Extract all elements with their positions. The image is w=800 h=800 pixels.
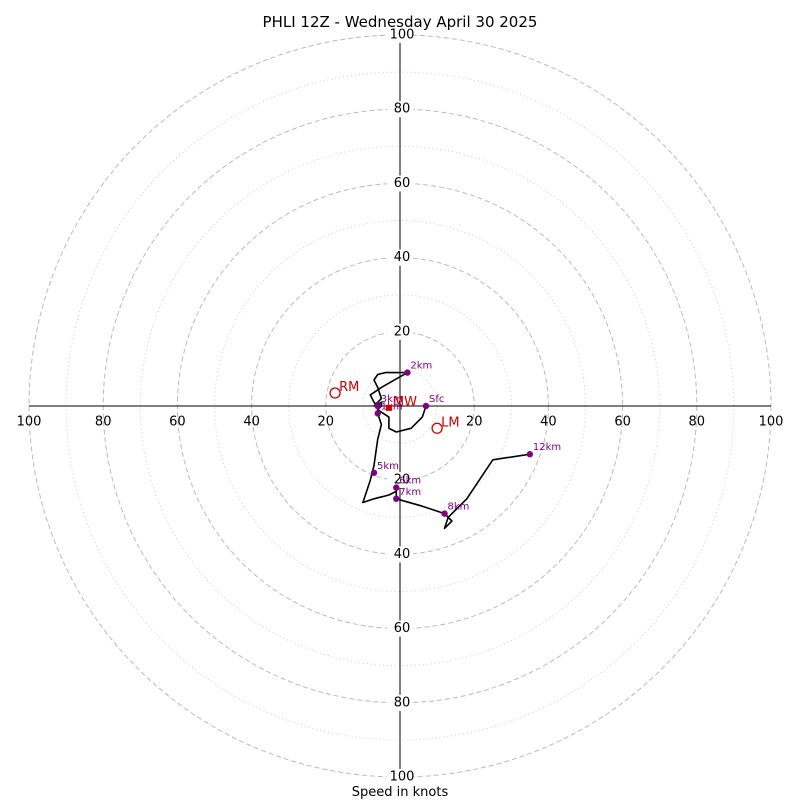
tick-label-bottom-80: 80: [394, 695, 411, 710]
height-markers: Sfc2km3km1km5km6km7km8km12km: [370, 361, 561, 517]
tick-label-right-20: 20: [466, 415, 483, 430]
motion-marker-MW: [385, 404, 392, 411]
tick-bg: [387, 175, 413, 192]
height-label-3km: 3km: [381, 394, 403, 405]
tick-label-right-60: 60: [614, 415, 631, 430]
tick-bg: [387, 249, 413, 266]
tick-bg: [387, 546, 413, 563]
height-marker-8km: [441, 510, 448, 517]
tick-bg: [387, 472, 413, 489]
tick-label-right-40: 40: [540, 415, 557, 430]
height-label-Sfc: Sfc: [429, 394, 444, 405]
height-marker-1km: [374, 410, 381, 417]
tick-label-top-60: 60: [394, 176, 411, 191]
height-label-8km: 8km: [448, 502, 470, 513]
height-label-5km: 5km: [377, 461, 399, 472]
tick-label-left-60: 60: [169, 415, 186, 430]
tick-bg: [387, 101, 413, 118]
tick-bg: [387, 620, 413, 637]
tick-label-bottom-40: 40: [394, 547, 411, 562]
tick-label-left-80: 80: [95, 415, 112, 430]
height-marker-2km: [404, 369, 411, 376]
tick-label-left-40: 40: [243, 415, 260, 430]
height-label-7km: 7km: [399, 487, 421, 498]
tick-label-left-100: 100: [17, 415, 42, 430]
tick-label-top-100: 100: [390, 28, 415, 43]
height-label-12km: 12km: [533, 442, 561, 453]
tick-bg: [387, 27, 413, 43]
tick-labels: 20 40 60 80 100 20 40 60 80 100 20 40 60 80 100 20 40 60 8…: [17, 27, 784, 785]
motion-label-RM: RM: [339, 380, 359, 395]
tick-bg: [387, 694, 413, 711]
tick-bg: [387, 323, 413, 340]
tick-bg: [387, 769, 413, 785]
height-label-2km: 2km: [410, 361, 432, 372]
height-label-6km: 6km: [399, 476, 421, 487]
height-marker-3km: [374, 402, 381, 410]
height-marker-Sfc: [422, 402, 430, 410]
tick-label-top-20: 20: [394, 324, 411, 339]
motion-marker-LM: [431, 422, 443, 434]
motion-label-MW: MW: [393, 395, 417, 410]
tick-label-bottom-100: 100: [390, 770, 415, 785]
tick-label-right-80: 80: [689, 415, 706, 430]
tick-label-left-20: 20: [318, 415, 335, 430]
motion-marker-RM: [329, 387, 341, 399]
tick-label-top-80: 80: [394, 102, 411, 117]
height-marker-6km: [393, 484, 400, 491]
tick-label-bottom-20: 20: [394, 473, 411, 488]
height-marker-12km: [526, 451, 534, 458]
height-marker-5km: [370, 469, 378, 476]
tick-label-bottom-60: 60: [394, 621, 411, 636]
axes: [29, 35, 771, 777]
tick-label-right-100: 100: [759, 415, 784, 430]
motion-label-LM: LM: [441, 415, 459, 430]
x-axis-label: Speed in knots: [352, 785, 449, 800]
height-marker-7km: [393, 495, 400, 502]
chart-title: PHLI 12Z - Wednesday April 30 2025: [263, 13, 538, 31]
tick-label-top-40: 40: [394, 250, 411, 265]
storm-motions: RM LM MW: [329, 380, 460, 434]
